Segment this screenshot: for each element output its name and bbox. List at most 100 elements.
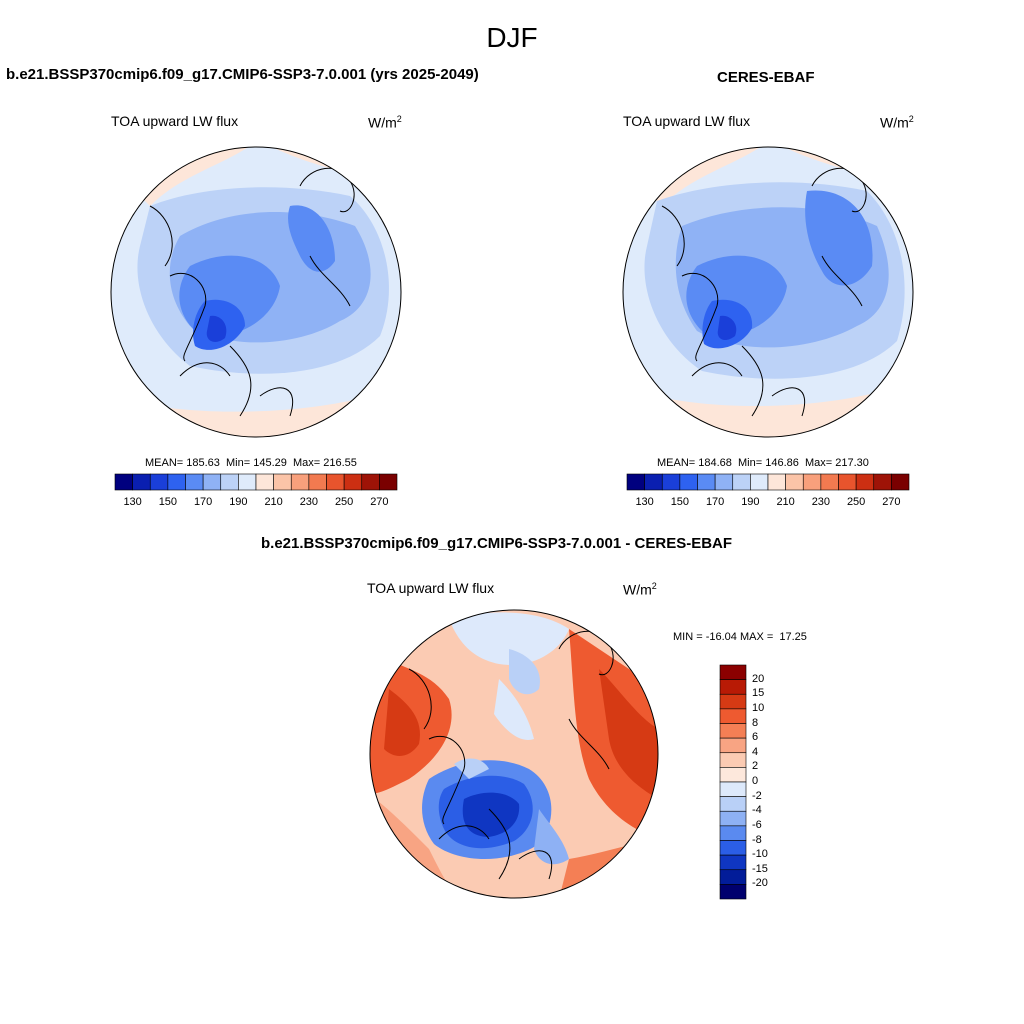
colorbar-swatch [855, 473, 875, 491]
diff-colorbar [719, 664, 747, 900]
colorbar-tick-label: 4 [752, 745, 759, 758]
colorbar-tick-label: 190 [741, 496, 760, 508]
colorbar-tick-label: 270 [370, 496, 389, 508]
diff-panel-title: b.e21.BSSP370cmip6.f09_g17.CMIP6-SSP3-7.… [261, 535, 733, 552]
colorbar-tick-label: 190 [229, 496, 248, 508]
model-variable-label: TOA upward LW flux [111, 113, 239, 129]
colorbar-swatch [273, 473, 292, 491]
colorbar-swatch [714, 473, 734, 491]
diff-stats: MIN = -16.04 MAX = 17.25 [673, 631, 807, 643]
colorbar-tick-label: 8 [752, 716, 759, 729]
colorbar-swatch [220, 473, 239, 491]
colorbar-tick-label: -6 [752, 818, 762, 831]
colorbar-swatch [785, 473, 804, 491]
colorbar-tick-label: 15 [752, 687, 765, 700]
colorbar-tick-label: -2 [752, 789, 762, 802]
colorbar-swatch [361, 473, 380, 491]
colorbar-swatch [719, 679, 747, 695]
colorbar-swatch [750, 473, 769, 491]
diff-variable-label: TOA upward LW flux [367, 580, 495, 596]
model-colorbar-labels: 130 150 170 190 210 230 250 270 [115, 496, 397, 510]
diff-colorbar-labels: 20 15 10 8 6 4 2 0 -2 -4 -6 -8 -10 -15 -20 [752, 665, 792, 899]
colorbar-swatch [626, 473, 645, 491]
colorbar-swatch [719, 723, 747, 739]
diff-polar-map [369, 609, 659, 899]
colorbar-tick-label: 2 [752, 760, 759, 773]
colorbar-swatch [891, 473, 910, 491]
colorbar-swatch [719, 825, 747, 841]
colorbar-swatch [719, 693, 747, 710]
diff-unit-label: W/m2 [623, 581, 657, 598]
colorbar-swatch [719, 884, 747, 900]
colorbar-swatch [255, 473, 274, 491]
model-stats: MEAN= 185.63 Min= 145.29 Max= 216.55 [145, 457, 357, 469]
colorbar-tick-label: -20 [752, 877, 768, 890]
colorbar-swatch [719, 708, 747, 724]
model-panel-title: b.e21.BSSP370cmip6.f09_g17.CMIP6-SSP3-7.… [6, 66, 479, 83]
colorbar-tick-label: 230 [811, 496, 831, 508]
model-polar-map [110, 146, 402, 438]
colorbar-swatch [719, 752, 747, 768]
obs-polar-map [622, 146, 914, 438]
colorbar-swatch [719, 854, 747, 871]
colorbar-tick-label: 130 [635, 496, 654, 508]
colorbar-swatch [719, 781, 747, 797]
colorbar-swatch [379, 473, 398, 491]
colorbar-tick-label: 20 [752, 672, 765, 685]
colorbar-tick-label: 6 [752, 731, 759, 744]
colorbar-swatch [820, 473, 839, 491]
colorbar-swatch [719, 737, 747, 754]
colorbar-swatch [697, 473, 716, 491]
colorbar-swatch [719, 796, 747, 812]
obs-variable-label: TOA upward LW flux [623, 113, 751, 129]
colorbar-swatch [132, 473, 151, 491]
colorbar-swatch [719, 840, 747, 856]
colorbar-tick-label: 10 [752, 701, 765, 714]
colorbar-swatch [661, 473, 681, 491]
colorbar-swatch [719, 664, 747, 680]
model-unit-label: W/m2 [368, 114, 402, 131]
colorbar-swatch [802, 473, 822, 491]
colorbar-swatch [114, 473, 133, 491]
obs-stats: MEAN= 184.68 Min= 146.86 Max= 217.30 [657, 457, 869, 469]
colorbar-tick-label: 230 [299, 496, 319, 508]
colorbar-swatch [290, 473, 310, 491]
colorbar-swatch [644, 473, 663, 491]
colorbar-tick-label: -15 [752, 862, 768, 875]
colorbar-tick-label: 210 [776, 496, 795, 508]
colorbar-swatch [185, 473, 204, 491]
colorbar-tick-label: -10 [752, 848, 768, 861]
colorbar-tick-label: 270 [882, 496, 901, 508]
colorbar-swatch [767, 473, 786, 491]
colorbar-swatch [308, 473, 327, 491]
colorbar-tick-label: 170 [193, 496, 213, 508]
obs-unit-label: W/m2 [880, 114, 914, 131]
colorbar-swatch [238, 473, 257, 491]
colorbar-tick-label: 250 [846, 496, 866, 508]
colorbar-swatch [149, 473, 169, 491]
colorbar-swatch [873, 473, 892, 491]
colorbar-tick-label: 150 [158, 496, 178, 508]
colorbar-swatch [719, 869, 747, 885]
colorbar-swatch [326, 473, 345, 491]
colorbar-swatch [838, 473, 857, 491]
colorbar-tick-label: 250 [334, 496, 354, 508]
colorbar-tick-label: 210 [264, 496, 283, 508]
colorbar-tick-label: 0 [752, 775, 759, 787]
season-title: DJF [486, 22, 538, 53]
obs-panel-title: CERES-EBAF [717, 69, 815, 86]
colorbar-tick-label: 170 [705, 496, 725, 508]
colorbar-swatch [719, 810, 747, 827]
colorbar-swatch [167, 473, 186, 491]
colorbar-swatch [202, 473, 222, 491]
colorbar-swatch [679, 473, 698, 491]
colorbar-tick-label: -8 [752, 833, 762, 846]
colorbar-swatch [732, 473, 751, 491]
colorbar-tick-label: 130 [123, 496, 142, 508]
colorbar-tick-label: 150 [670, 496, 690, 508]
colorbar-tick-label: -4 [752, 804, 762, 817]
obs-colorbar-labels: 130 150 170 190 210 230 250 270 [627, 496, 909, 510]
model-colorbar [114, 473, 398, 491]
colorbar-swatch [343, 473, 363, 491]
colorbar-swatch [719, 767, 747, 783]
